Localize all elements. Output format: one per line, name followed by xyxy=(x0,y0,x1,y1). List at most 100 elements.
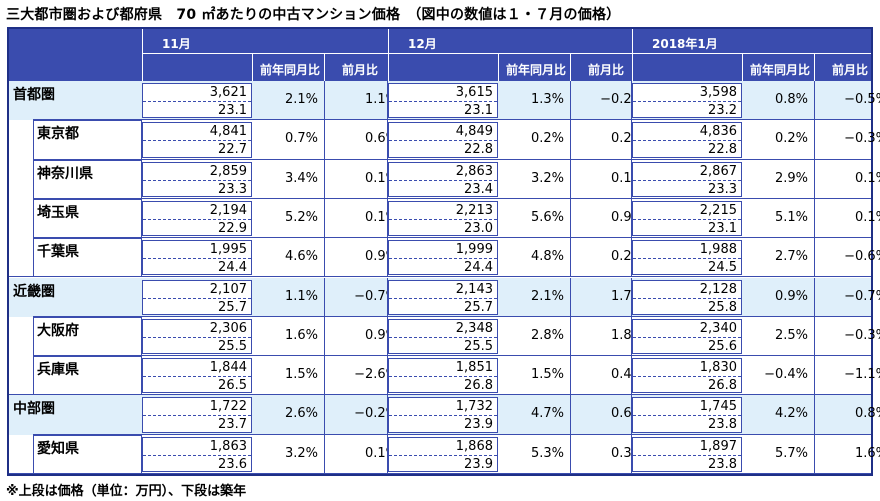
price-age-divider xyxy=(633,376,741,378)
header-column-line xyxy=(142,29,143,81)
column-line xyxy=(631,238,632,278)
mom-value: −0.7% xyxy=(844,288,880,304)
price-value: 3,615 xyxy=(455,85,493,100)
building-age: 26.5 xyxy=(218,378,247,394)
price-age-divider xyxy=(633,454,741,456)
price-age-cell: 2,128 25.8 xyxy=(632,279,742,315)
region-label: 神奈川県 xyxy=(37,165,93,182)
column-line xyxy=(814,395,815,435)
yoy-value: 4.7% xyxy=(530,406,564,422)
column-line xyxy=(324,159,325,199)
price-age-cell: 2,213 23.0 xyxy=(388,200,498,237)
column-line xyxy=(631,316,632,357)
mom-value: 0.1% xyxy=(854,209,880,225)
price-value: 2,863 xyxy=(455,163,493,179)
price-age-divider xyxy=(389,179,497,181)
price-value: 1,988 xyxy=(699,242,737,258)
row-border xyxy=(33,119,871,121)
price-age-cell: 3,598 23.2 xyxy=(632,83,742,119)
price-value: 1,851 xyxy=(455,360,493,376)
building-age: 23.4 xyxy=(464,181,493,197)
column-line xyxy=(631,81,632,121)
column-line xyxy=(324,356,325,396)
price-age-cell: 2,859 23.3 xyxy=(142,161,252,197)
column-line xyxy=(814,434,815,474)
yoy-value: 0.2% xyxy=(530,131,564,147)
building-age: 23.9 xyxy=(464,417,493,433)
building-age: 23.3 xyxy=(708,181,737,197)
yoy-value: 1.6% xyxy=(284,327,318,343)
price-age-cell: 2,306 25.5 xyxy=(142,318,252,355)
table-row: 首都圏 3,621 23.1 2.1% 1.1% 3,615 23.1 1.3% −0.2% 3,… xyxy=(9,81,880,121)
building-age: 26.8 xyxy=(708,378,737,394)
building-age: 26.8 xyxy=(464,378,493,394)
period-header: 12月 xyxy=(408,37,437,51)
price-age-divider xyxy=(633,140,741,142)
mom-value: −0.6% xyxy=(844,249,880,265)
column-line xyxy=(387,238,388,278)
price-age-divider xyxy=(633,336,741,338)
column-line xyxy=(387,356,388,396)
header-column-line xyxy=(324,53,325,81)
yoy-value: 4.8% xyxy=(530,249,564,265)
yoy-value: 5.3% xyxy=(530,445,564,461)
column-line xyxy=(387,198,388,239)
building-age: 25.7 xyxy=(218,299,247,315)
region-label-cell xyxy=(33,356,142,396)
price-age-cell: 3,615 23.1 xyxy=(388,83,498,119)
table-row: 愛知県 1,863 23.6 3.2% 0.1% 1,868 23.9 5.3% 0.3% 1,8… xyxy=(9,434,880,474)
yoy-value: 0.9% xyxy=(774,288,808,304)
price-value: 1,995 xyxy=(209,242,247,258)
price-value: 2,215 xyxy=(699,202,737,218)
price-age-divider xyxy=(143,179,251,181)
price-age-cell: 1,999 24.4 xyxy=(388,240,498,276)
price-age-cell: 1,745 23.8 xyxy=(632,397,742,433)
price-age-divider xyxy=(143,140,251,142)
yoy-value: 2.6% xyxy=(284,406,318,422)
building-age: 25.7 xyxy=(464,299,493,315)
header-column-line xyxy=(632,29,633,81)
column-line xyxy=(631,277,632,317)
building-age: 23.8 xyxy=(708,417,737,433)
price-age-divider xyxy=(389,258,497,260)
building-age: 24.5 xyxy=(708,260,737,276)
column-line xyxy=(387,316,388,357)
column-line xyxy=(570,120,571,160)
header-column-line xyxy=(570,53,571,81)
price-value: 4,849 xyxy=(455,124,493,140)
price-age-cell: 1,844 26.5 xyxy=(142,358,252,394)
period-header: 2018年1月 xyxy=(652,37,718,51)
column-line xyxy=(387,277,388,317)
mom-header: 前月比 xyxy=(832,63,869,77)
region-label: 埼玉県 xyxy=(37,204,79,221)
footnote: ※上段は価格（単位：万円）、下段は築年 xyxy=(6,484,247,499)
building-age: 25.8 xyxy=(708,299,737,315)
column-line xyxy=(570,198,571,239)
price-age-divider xyxy=(389,336,497,338)
header-divider xyxy=(142,53,871,54)
mom-header: 前月比 xyxy=(342,63,379,77)
column-line xyxy=(387,120,388,160)
price-value: 2,213 xyxy=(455,202,493,218)
column-line xyxy=(324,198,325,239)
table-row: 神奈川県 2,859 23.3 3.4% 0.1% 2,863 23.4 3.2% 0.1% 2,… xyxy=(9,159,880,199)
price-age-divider xyxy=(143,454,251,456)
region-label: 近畿圏 xyxy=(13,283,55,300)
yoy-value: 2.1% xyxy=(284,92,318,107)
price-age-cell: 4,836 22.8 xyxy=(632,122,742,158)
column-line xyxy=(570,356,571,396)
yoy-header: 前年同月比 xyxy=(506,63,567,77)
yoy-header: 前年同月比 xyxy=(260,63,321,77)
price-age-cell: 2,215 23.1 xyxy=(632,200,742,237)
price-age-cell: 1,722 23.7 xyxy=(142,397,252,433)
column-line xyxy=(387,81,388,121)
price-age-divider xyxy=(389,454,497,456)
price-value: 1,830 xyxy=(699,360,737,376)
header-column-line xyxy=(252,53,253,81)
price-age-divider xyxy=(143,101,251,102)
mom-value: 0.8% xyxy=(854,406,880,422)
price-age-cell: 2,863 23.4 xyxy=(388,161,498,197)
region-label-cell xyxy=(33,159,142,199)
price-value: 2,194 xyxy=(209,202,247,218)
yoy-value: 2.8% xyxy=(530,327,564,343)
